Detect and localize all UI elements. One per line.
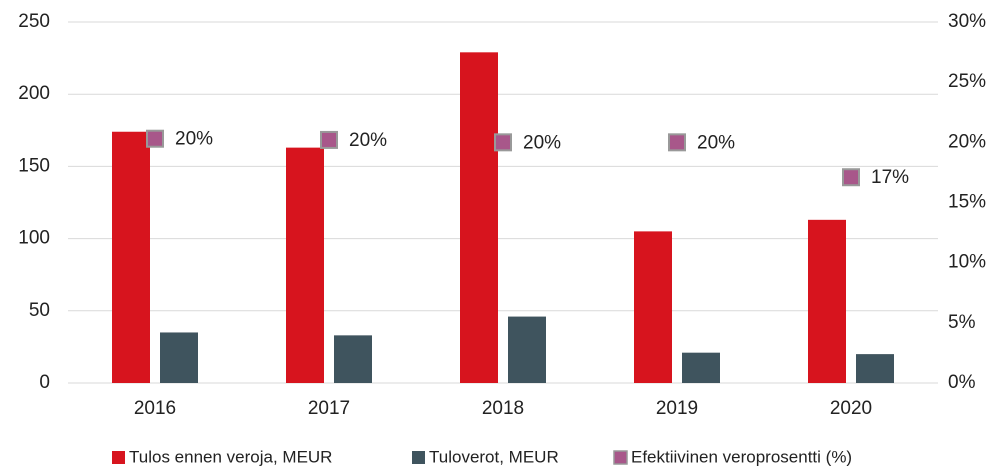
legend-label: Efektiivinen veroprosentti (%) bbox=[631, 447, 852, 466]
x-tick-label: 2018 bbox=[482, 398, 524, 419]
y-tick-label: 200 bbox=[18, 83, 50, 104]
bar bbox=[508, 316, 546, 383]
y-tick-label: 0 bbox=[39, 372, 50, 393]
marker bbox=[146, 129, 164, 148]
marker bbox=[668, 133, 686, 152]
bar bbox=[460, 52, 498, 383]
data-label: 20% bbox=[697, 132, 735, 153]
bar bbox=[682, 352, 720, 383]
bar bbox=[112, 131, 150, 383]
y2-tick-label: 0% bbox=[948, 372, 976, 393]
marker bbox=[494, 133, 512, 152]
legend-label: Tulos ennen veroja, MEUR bbox=[129, 447, 332, 466]
y-tick-label: 50 bbox=[29, 300, 50, 321]
y2-tick-label: 20% bbox=[948, 131, 986, 152]
y2-tick-label: 5% bbox=[948, 312, 976, 333]
bar bbox=[808, 219, 846, 383]
bar bbox=[160, 332, 198, 383]
bar bbox=[334, 335, 372, 383]
y2-tick-label: 25% bbox=[948, 71, 986, 92]
marker bbox=[842, 168, 860, 187]
x-tick-label: 2019 bbox=[656, 398, 698, 419]
legend-swatch bbox=[412, 451, 425, 464]
bar bbox=[286, 147, 324, 383]
y-tick-label: 150 bbox=[18, 155, 50, 176]
data-label: 20% bbox=[349, 130, 387, 151]
legend-swatch bbox=[112, 451, 125, 464]
legend-label: Tuloverot, MEUR bbox=[429, 447, 559, 466]
x-tick-label: 2020 bbox=[830, 398, 872, 419]
x-tick-label: 2016 bbox=[134, 398, 176, 419]
y-tick-label: 250 bbox=[18, 11, 50, 32]
x-tick-label: 2017 bbox=[308, 398, 350, 419]
y2-tick-label: 30% bbox=[948, 11, 986, 32]
data-label: 20% bbox=[523, 132, 561, 153]
bar bbox=[634, 231, 672, 383]
y-tick-label: 100 bbox=[18, 228, 50, 249]
data-label: 17% bbox=[871, 167, 909, 188]
marker bbox=[320, 130, 338, 149]
bar bbox=[856, 354, 894, 383]
data-label: 20% bbox=[175, 129, 213, 150]
y2-tick-label: 15% bbox=[948, 192, 986, 213]
y2-tick-label: 10% bbox=[948, 252, 986, 273]
legend-swatch bbox=[613, 450, 628, 465]
